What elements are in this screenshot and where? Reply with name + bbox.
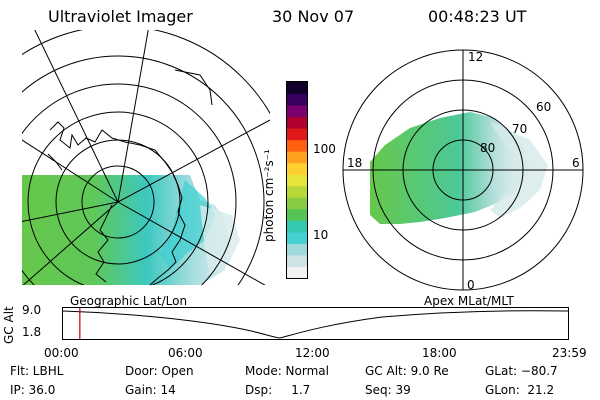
time-label: 00:48:23 UT [428, 7, 527, 26]
geographic-caption: Geographic Lat/Lon [70, 294, 188, 308]
timeline-x-tick-0000: 00:00 [44, 346, 79, 360]
mlt-label-18: 18 [347, 156, 362, 170]
mlat-label-60: 60 [536, 100, 551, 114]
colorbar-band [287, 151, 307, 164]
timeline-y-label: GC Alt [2, 306, 16, 344]
colorbar [286, 81, 308, 279]
altitude-timeline [62, 307, 569, 340]
app-title: Ultraviolet Imager [48, 7, 193, 26]
mlt-label-12: 12 [468, 50, 483, 64]
colorbar-band [287, 105, 307, 118]
timeline-y-tick-top: 9.0 [22, 303, 42, 317]
timeline-x-tick-1200: 12:00 [295, 346, 330, 360]
geographic-map [22, 30, 270, 286]
mlt-label-6: 6 [572, 156, 580, 170]
mode-info: Mode: Normal [245, 364, 329, 378]
geographic-image [22, 175, 240, 285]
colorbar-band [287, 197, 307, 210]
magnetic-caption: Apex MLat/MLT [424, 294, 514, 308]
glat-info: GLat: −80.7 [485, 364, 558, 378]
colorbar-band [287, 266, 307, 278]
door-info: Door: Open [125, 364, 194, 378]
dsp-info: Dsp: 1.7 [245, 383, 311, 397]
colorbar-band [287, 243, 307, 256]
colorbar-band [287, 185, 307, 198]
colorbar-band [287, 116, 307, 129]
colorbar-band [287, 82, 307, 95]
seq-info: Seq: 39 [365, 383, 411, 397]
glon-info: GLon: 21.2 [485, 383, 555, 397]
mlt-label-0: 0 [467, 278, 475, 292]
timeline-y-tick-bottom: 1.8 [22, 325, 42, 339]
timeline-x-tick-2359: 23:59 [552, 346, 587, 360]
gain-info: Gain: 14 [125, 383, 176, 397]
geographic-grid [22, 30, 270, 285]
filter-info: Flt: LBHL [10, 364, 64, 378]
colorbar-band [287, 174, 307, 187]
colorbar-band [287, 220, 307, 233]
mlat-label-80: 80 [480, 141, 495, 155]
colorbar-tick-10: 10 [313, 228, 329, 242]
gc-alt-info: GC Alt: 9.0 Re [365, 364, 449, 378]
colorbar-band [287, 231, 307, 244]
colorbar-band [287, 254, 307, 267]
date-label: 30 Nov 07 [272, 7, 355, 26]
timeline-x-tick-1800: 18:00 [422, 346, 457, 360]
auroral-image [370, 112, 530, 224]
magnetic-grid [342, 49, 584, 291]
colorbar-band [287, 128, 307, 141]
colorbar-band [287, 93, 307, 106]
colorbar-band [287, 208, 307, 221]
ip-info: IP: 36.0 [10, 383, 56, 397]
colorbar-band [287, 162, 307, 175]
colorbar-band [287, 139, 307, 152]
magnetic-polar-plot: 12 0 18 6 60 70 80 [342, 49, 584, 292]
coastline [47, 69, 213, 286]
colorbar-unit-label: photon cm⁻²s⁻¹ [262, 149, 276, 242]
mlat-label-70: 70 [512, 122, 527, 136]
colorbar-tick-100: 100 [313, 142, 336, 156]
timeline-x-tick-0600: 06:00 [168, 346, 203, 360]
